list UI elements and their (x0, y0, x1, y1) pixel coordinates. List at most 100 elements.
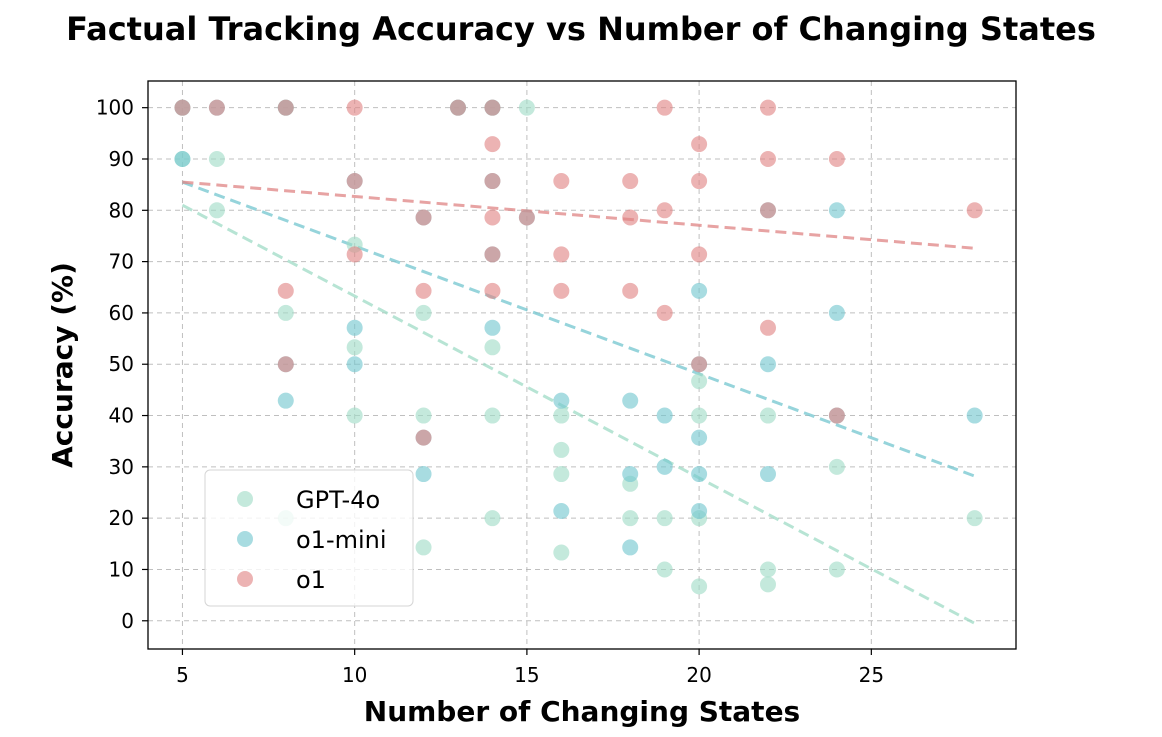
o1-point (828, 150, 845, 167)
o1-point (691, 356, 708, 373)
o1-point (450, 99, 466, 116)
legend-label-gpt-4o: GPT-4o (296, 486, 380, 514)
o1-point (277, 99, 294, 116)
y-tick-label: 30 (109, 455, 134, 479)
x-tick-label: 10 (342, 663, 367, 687)
gpt-4o-point (691, 373, 708, 390)
y-tick-label: 40 (109, 404, 134, 428)
o1-point (484, 246, 501, 263)
o1-mini-point (622, 539, 639, 556)
x-tick-label: 15 (514, 663, 539, 687)
gpt-4o-point (208, 202, 225, 219)
o1-point (518, 209, 535, 226)
gpt-4o-point (484, 339, 501, 356)
o1-point (760, 202, 776, 219)
y-tick-label: 0 (121, 609, 134, 633)
o1-mini-point (553, 392, 570, 409)
o1-point (553, 173, 570, 190)
legend-marker-o1-mini (237, 531, 253, 547)
gpt-4o-point (553, 466, 570, 483)
o1-point (415, 429, 432, 446)
gpt-4o-point (415, 407, 432, 424)
gpt-4o-trend-line (181, 203, 976, 625)
o1-point (553, 282, 570, 299)
data-points (174, 99, 983, 595)
o1-point (346, 99, 363, 116)
o1-point (277, 282, 294, 299)
y-tick-label: 20 (109, 506, 134, 530)
o1-mini-point (966, 407, 983, 424)
o1-point (277, 356, 294, 373)
y-tick-label: 100 (96, 96, 134, 120)
gpt-4o-point (277, 304, 294, 321)
o1-point (760, 99, 776, 116)
legend-marker-o1 (237, 571, 253, 587)
y-tick-label: 50 (109, 352, 134, 376)
trend-lines (181, 180, 976, 625)
gpt-4o-point (415, 304, 432, 321)
gpt-4o-point (553, 544, 570, 561)
legend-marker-gpt-4o (237, 491, 253, 507)
y-tick-label: 10 (109, 557, 134, 581)
o1-point (415, 282, 432, 299)
o1-trend-line (182, 180, 975, 250)
o1-point (656, 99, 673, 116)
o1-point (760, 150, 776, 167)
o1-point (622, 173, 639, 190)
o1-mini-point (174, 150, 191, 167)
o1-mini-point (828, 202, 845, 219)
o1-mini-point (828, 304, 845, 321)
o1-point (484, 173, 501, 190)
o1-point (553, 246, 570, 263)
o1-point (828, 407, 845, 424)
gpt-4o-point (966, 510, 983, 527)
legend-label-o1-mini: o1-mini (296, 526, 387, 554)
o1-mini-point (691, 466, 708, 483)
gpt-4o-point (346, 407, 363, 424)
o1-mini-point (691, 429, 708, 446)
o1-mini-point (553, 502, 570, 519)
gpt-4o-point (484, 510, 501, 527)
y-tick-label: 70 (109, 250, 134, 274)
x-tick-label: 20 (686, 663, 711, 687)
o1-mini-point (691, 502, 708, 519)
o1-point (691, 246, 708, 263)
o1-point (415, 209, 432, 226)
gpt-4o-point (622, 510, 639, 527)
o1-point (622, 209, 639, 226)
y-tick-label: 60 (109, 301, 134, 325)
gpt-4o-point (553, 407, 570, 424)
o1-mini-point (484, 319, 501, 336)
x-tick-label: 5 (176, 663, 189, 687)
o1-point (656, 304, 673, 321)
y-axis-label: Accuracy (%) (46, 262, 79, 468)
o1-mini-point (691, 282, 708, 299)
o1-mini-point (760, 356, 776, 373)
o1-mini-point (622, 392, 639, 409)
o1-mini-point (760, 466, 776, 483)
plot-area-frame (147, 80, 1017, 650)
o1-point (656, 202, 673, 219)
gpt-4o-point (691, 578, 708, 595)
o1-point (174, 99, 191, 116)
x-axis-label: Number of Changing States (364, 695, 800, 728)
gpt-4o-point (415, 539, 432, 556)
gpt-4o-point (656, 561, 673, 578)
o1-point (208, 99, 225, 116)
o1-point (484, 282, 501, 299)
gpt-4o-point (828, 458, 845, 475)
y-tick-label: 90 (109, 147, 134, 171)
o1-point (484, 209, 501, 226)
o1-mini-point (277, 392, 294, 409)
o1-mini-point (656, 407, 673, 424)
gpt-4o-point (553, 441, 570, 458)
o1-point (966, 202, 983, 219)
o1-point (346, 173, 363, 190)
gpt-4o-point (484, 407, 501, 424)
o1-mini-trend-line (181, 180, 976, 478)
gpt-4o-point (656, 510, 673, 527)
o1-point (346, 246, 363, 263)
o1-mini-point (346, 319, 363, 336)
gpt-4o-point (208, 150, 225, 167)
o1-mini-point (656, 458, 673, 475)
